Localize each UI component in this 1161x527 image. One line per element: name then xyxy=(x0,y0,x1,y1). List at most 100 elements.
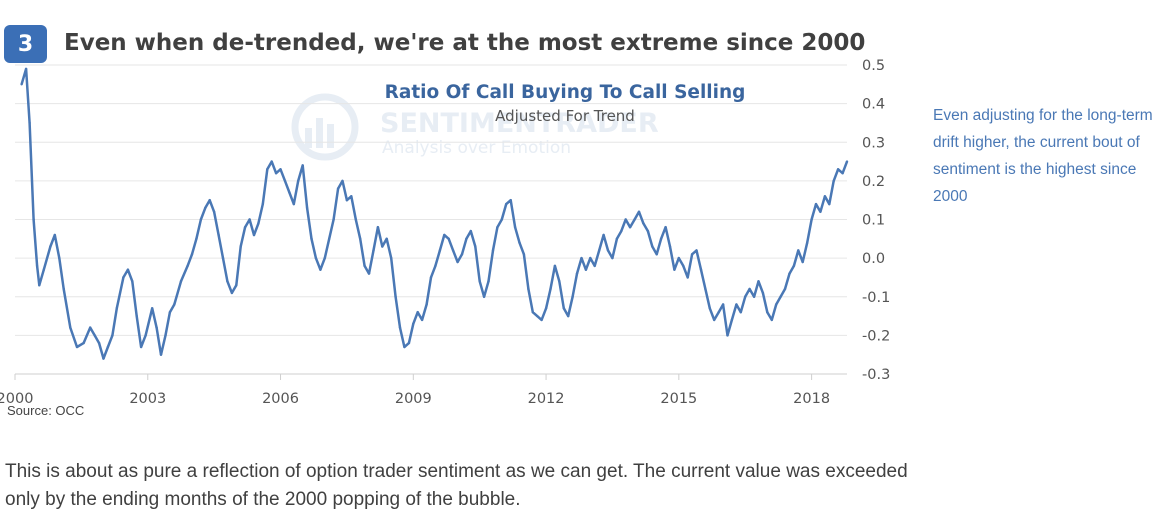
data-point xyxy=(478,280,481,283)
data-point xyxy=(248,218,251,221)
data-point xyxy=(752,295,756,298)
data-point xyxy=(704,287,707,291)
data-point xyxy=(89,326,92,329)
data-point xyxy=(518,241,521,244)
data-point xyxy=(221,256,225,260)
data-point xyxy=(686,276,689,279)
data-point xyxy=(823,195,827,198)
side-note: Even adjusting for the long-term drift h… xyxy=(933,107,1153,205)
data-point xyxy=(49,245,52,248)
data-point xyxy=(407,341,411,345)
x-tick-label: 2018 xyxy=(793,391,830,407)
data-point xyxy=(261,202,264,206)
data-point xyxy=(372,249,375,252)
data-point xyxy=(801,260,804,264)
data-point xyxy=(53,233,56,237)
data-point xyxy=(628,226,632,229)
source-note: Source: OCC xyxy=(7,403,85,418)
y-tick-label: 0.1 xyxy=(862,213,885,229)
data-point xyxy=(505,202,508,206)
data-point xyxy=(761,291,765,295)
data-point xyxy=(598,249,601,252)
data-point xyxy=(173,303,176,306)
data-point xyxy=(359,237,362,240)
data-point xyxy=(682,264,685,268)
data-point xyxy=(390,256,393,260)
data-point xyxy=(513,226,517,229)
data-point xyxy=(144,334,147,337)
data-point xyxy=(522,253,526,256)
data-point xyxy=(243,226,247,229)
data-point xyxy=(770,318,773,322)
data-point xyxy=(235,284,238,287)
data-point xyxy=(394,295,397,298)
data-point xyxy=(806,241,809,244)
data-point xyxy=(62,287,65,291)
data-point xyxy=(179,280,183,283)
data-point xyxy=(531,311,534,314)
data-point xyxy=(589,256,592,260)
data-point xyxy=(314,256,318,260)
data-point xyxy=(204,206,207,210)
x-tick-label: 2015 xyxy=(660,391,697,407)
series-line xyxy=(20,67,849,360)
data-point xyxy=(491,249,495,252)
data-point xyxy=(580,256,583,260)
y-tick-label: 0.5 xyxy=(862,58,885,74)
data-point xyxy=(75,345,79,349)
data-point xyxy=(363,264,366,268)
data-point xyxy=(845,160,849,163)
x-tick-label: 2000 xyxy=(0,391,33,407)
chart-subtitle: Adjusted For Trend xyxy=(495,107,635,125)
data-point xyxy=(708,307,711,310)
data-point xyxy=(93,334,96,337)
data-point xyxy=(659,237,663,240)
data-point xyxy=(527,287,530,291)
data-point xyxy=(212,210,216,213)
data-point xyxy=(420,318,424,322)
data-point xyxy=(562,307,565,310)
data-point xyxy=(474,245,477,248)
data-point xyxy=(139,345,143,349)
data-point xyxy=(593,264,596,268)
data-point xyxy=(465,237,468,240)
data-point xyxy=(226,280,229,283)
data-point xyxy=(20,83,23,86)
x-tick-label: 2012 xyxy=(528,391,565,407)
data-point xyxy=(620,229,623,233)
data-point xyxy=(832,179,835,183)
data-point xyxy=(58,256,61,260)
chart-heading: Even when de-trended, we're at the most … xyxy=(64,30,866,56)
data-point xyxy=(500,218,503,221)
data-point xyxy=(434,264,437,268)
data-point xyxy=(69,326,72,329)
data-point xyxy=(819,210,822,213)
y-tick-label: 0.0 xyxy=(862,251,885,267)
data-point xyxy=(24,67,28,71)
data-point xyxy=(460,253,464,256)
data-point xyxy=(615,237,619,240)
section-number-badge: 3 xyxy=(4,25,47,63)
data-point xyxy=(567,314,570,318)
data-point xyxy=(257,222,260,225)
data-point xyxy=(274,172,278,175)
data-point xyxy=(310,237,313,240)
data-point xyxy=(122,276,125,279)
data-point xyxy=(336,187,340,190)
y-tick-label: 0.3 xyxy=(862,135,885,151)
data-point xyxy=(735,303,738,306)
data-point xyxy=(217,233,220,237)
data-point xyxy=(544,307,548,310)
data-point xyxy=(553,264,557,268)
data-point xyxy=(283,179,287,183)
data-point xyxy=(828,202,831,206)
data-point xyxy=(341,179,344,183)
data-point xyxy=(279,168,282,171)
data-point xyxy=(159,353,163,356)
data-point xyxy=(195,237,198,240)
data-point xyxy=(624,218,627,221)
data-point xyxy=(637,210,641,213)
data-point xyxy=(775,303,778,306)
data-point xyxy=(297,179,300,183)
data-point xyxy=(509,199,512,202)
